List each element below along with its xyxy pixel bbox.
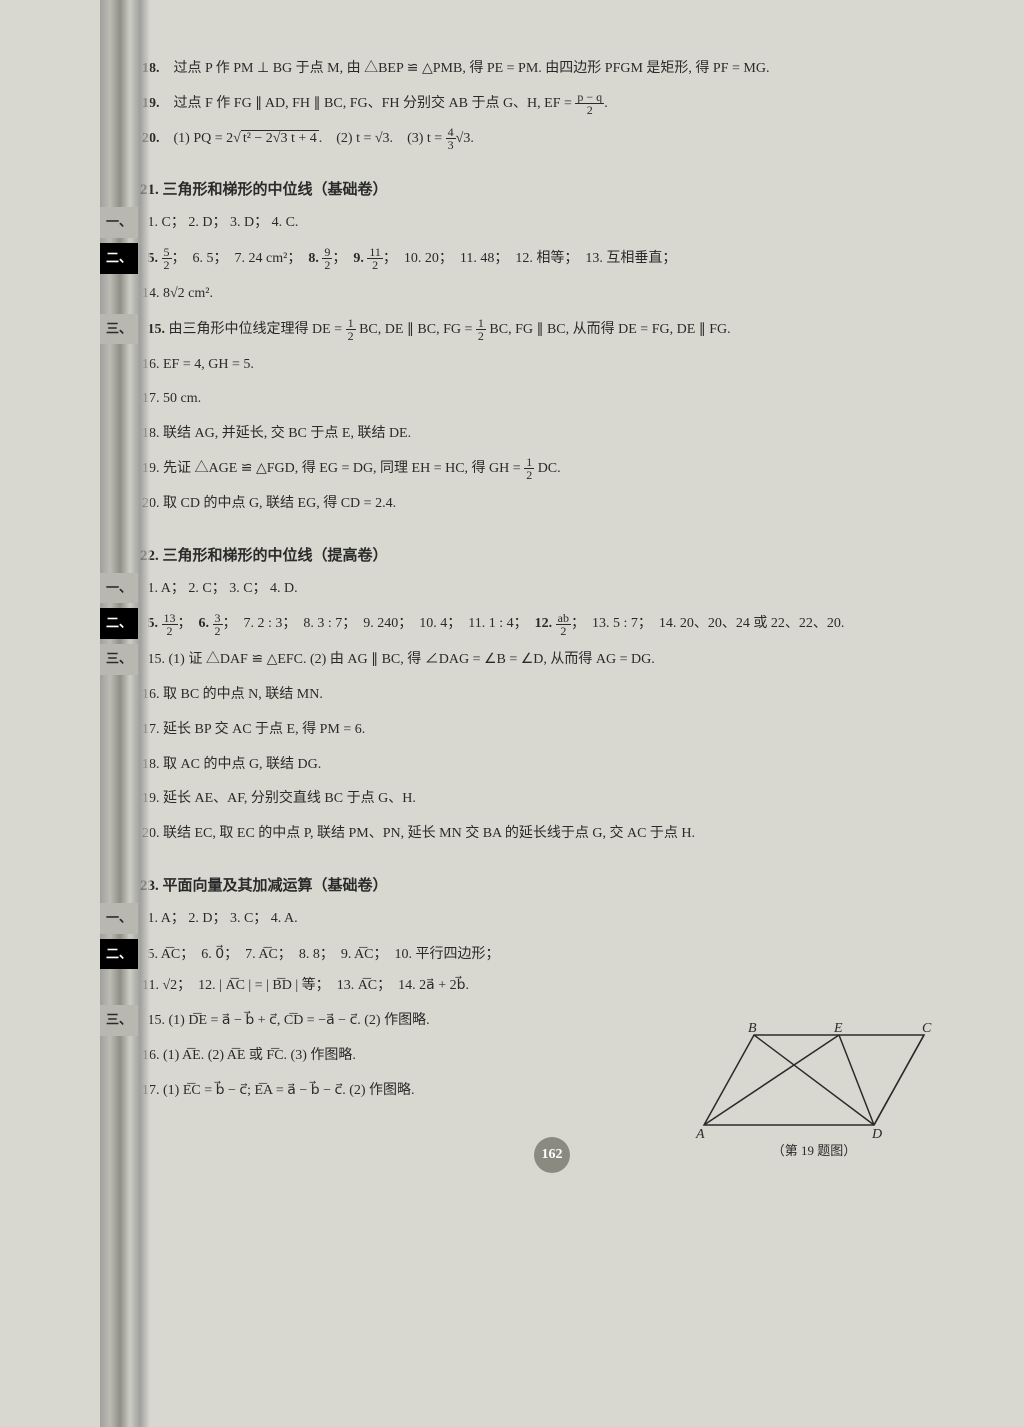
- item-text: (1) PQ = 2: [174, 131, 234, 146]
- content-area: 18. 过点 P 作 PM ⊥ BG 于点 M, 由 △BEP ≌ △PMB, …: [140, 54, 964, 1173]
- part-label: 三、: [100, 644, 138, 675]
- sec22-part1: 一、 1. A； 2. C； 3. C； 4. D.: [140, 573, 964, 605]
- part-label: 一、: [100, 207, 138, 238]
- radicand: t² − 2√3 t + 4: [241, 130, 319, 146]
- ans-10: 10. 20；: [404, 251, 453, 266]
- answers-row: 1. A； 2. C； 3. C； 4. D.: [148, 581, 298, 596]
- figure-19: A B E C D （第 19 题图）: [684, 1020, 944, 1159]
- fraction: 12: [524, 456, 534, 481]
- figure-caption: （第 19 题图）: [684, 1140, 944, 1159]
- ans-8: 8. 8；: [299, 947, 334, 962]
- ans-10: 10. 平行四边形；: [395, 947, 500, 962]
- q15: 15. (1) D͞E = a⃗ − b⃗ + c⃗, C͞D = −a⃗ − …: [148, 1013, 430, 1028]
- sec22-q20: 20. 联结 EC, 取 EC 的中点 P, 联结 PM、PN, 延长 MN 交…: [140, 819, 964, 850]
- sec21-part2: 二、 5. 52； 6. 5； 7. 24 cm²； 8. 92； 9. 112…: [140, 243, 964, 275]
- part-label: 三、: [100, 314, 138, 345]
- part-label: 二、: [100, 243, 138, 274]
- q19b: DC.: [538, 461, 561, 476]
- part-label: 一、: [100, 903, 138, 934]
- fraction: 112: [367, 246, 383, 271]
- item-19: 19. 过点 F 作 FG ∥ AD, FH ∥ BC, FG、FH 分别交 A…: [140, 89, 964, 120]
- q15b: BC, DE ∥ BC, FG =: [359, 322, 476, 337]
- sec21-q18: 18. 联结 AG, 并延长, 交 BC 于点 E, 联结 DE.: [140, 419, 964, 450]
- sec21-part1: 一、 1. C； 2. D； 3. D； 4. C.: [140, 207, 964, 239]
- item-text: (3) t =: [407, 131, 446, 146]
- sec22-q18: 18. 取 AC 的中点 G, 联结 DG.: [140, 750, 964, 781]
- ans-5: 5. A͞C；: [148, 947, 195, 962]
- sec22-q16: 16. 取 BC 的中点 N, 联结 MN.: [140, 680, 964, 711]
- section-22-title: 22. 三角形和梯形的中位线（提高卷）: [140, 544, 964, 565]
- ans-14: 14. 2a⃗ + 2b⃗.: [398, 978, 469, 993]
- sec22-part3-15: 三、 15. (1) 证 △DAF ≌ △EFC. (2) 由 AG ∥ BC,…: [140, 644, 964, 676]
- part-label: 二、: [100, 939, 138, 970]
- item-text: (2) t = √3.: [336, 131, 393, 146]
- sec21-part3-15: 三、 15. 由三角形中位线定理得 DE = 12 BC, DE ∥ BC, F…: [140, 314, 964, 346]
- part-label: 一、: [100, 573, 138, 604]
- fraction: 43: [446, 126, 456, 151]
- answers-row: 1. C； 2. D； 3. D； 4. C.: [148, 215, 299, 230]
- sec23-part1: 一、 1. A； 2. D； 3. C； 4. A.: [140, 903, 964, 935]
- ans-12: 12. 相等；: [515, 251, 578, 266]
- ans-7: 7. 2 : 3；: [244, 616, 297, 631]
- fraction: 12: [346, 317, 356, 342]
- ans-9: 9. A͞C；: [341, 947, 388, 962]
- ans-7: 7. A͞C；: [245, 947, 292, 962]
- sec21-q16: 16. EF = 4, GH = 5.: [140, 350, 964, 381]
- sec21-part2b: 14. 8√2 cm².: [140, 279, 964, 310]
- ans-9: 9. 240；: [363, 616, 412, 631]
- fraction: 12: [476, 317, 486, 342]
- section-23-title: 23. 平面向量及其加减运算（基础卷）: [140, 874, 964, 895]
- ans-8: 8. 3 : 7；: [303, 616, 356, 631]
- page-number-value: 162: [534, 1137, 570, 1173]
- vertex-D: D: [871, 1127, 882, 1140]
- fraction: 32: [213, 612, 223, 637]
- vertex-A: A: [695, 1127, 705, 1140]
- ans-10: 10. 4；: [419, 616, 461, 631]
- tail: √3.: [456, 131, 474, 146]
- item-text: 过点 P 作 PM ⊥ BG 于点 M, 由 △BEP ≌ △PMB, 得 PE…: [174, 61, 770, 76]
- ans-6: 6. 5；: [193, 251, 228, 266]
- ans-13: 13. 5 : 7；: [592, 616, 652, 631]
- fraction: 92: [322, 246, 332, 271]
- item-20: 20. (1) PQ = 2√t² − 2√3 t + 4. (2) t = √…: [140, 124, 964, 155]
- fraction: 132: [162, 612, 178, 637]
- page: 18. 过点 P 作 PM ⊥ BG 于点 M, 由 △BEP ≌ △PMB, …: [0, 0, 1024, 1427]
- q15c: BC, FG ∥ BC, 从而得 DE = FG, DE ∥ FG.: [489, 322, 730, 337]
- item-18: 18. 过点 P 作 PM ⊥ BG 于点 M, 由 △BEP ≌ △PMB, …: [140, 54, 964, 85]
- ans-7: 7. 24 cm²；: [235, 251, 302, 266]
- ans-11: 11. 48；: [460, 251, 508, 266]
- ans-14: 14. 20、20、24 或 22、22、20.: [659, 616, 845, 631]
- q15: 15. (1) 证 △DAF ≌ △EFC. (2) 由 AG ∥ BC, 得 …: [148, 652, 655, 667]
- answers-row: 1. A； 2. D； 3. C； 4. A.: [148, 911, 298, 926]
- part-label: 三、: [100, 1005, 138, 1036]
- ans-12: 12. | A͞C | = | B͞D | 等；: [198, 978, 330, 993]
- sec22-part2: 二、 5. 132； 6. 32； 7. 2 : 3； 8. 3 : 7； 9.…: [140, 608, 964, 640]
- vertex-C: C: [922, 1021, 932, 1036]
- ans-13: 13. 互相垂直；: [585, 251, 676, 266]
- sec21-q19: 19. 先证 △AGE ≌ △FGD, 得 EG = DG, 同理 EH = H…: [140, 454, 964, 485]
- part-label: 二、: [100, 608, 138, 639]
- q15a: 由三角形中位线定理得 DE =: [169, 322, 346, 337]
- sec23-part2: 二、 5. A͞C； 6. 0⃗； 7. A͞C； 8. 8； 9. A͞C； …: [140, 939, 742, 1002]
- geometry-figure-icon: A B E C D: [684, 1020, 944, 1140]
- section-21-title: 21. 三角形和梯形的中位线（基础卷）: [140, 178, 964, 199]
- fraction: p − q2: [575, 91, 604, 116]
- q19a: 19. 先证 △AGE ≌ △FGD, 得 EG = DG, 同理 EH = H…: [142, 461, 524, 476]
- ans-11: 11. 1 : 4；: [468, 616, 527, 631]
- sec21-q20: 20. 取 CD 的中点 G, 联结 EG, 得 CD = 2.4.: [140, 489, 964, 520]
- ans-6: 6. 0⃗；: [201, 947, 238, 962]
- vertex-B: B: [748, 1021, 757, 1036]
- ans-13: 13. A͞C；: [337, 978, 391, 993]
- item-text: 过点 F 作 FG ∥ AD, FH ∥ BC, FG、FH 分别交 AB 于点…: [174, 96, 576, 111]
- fraction: 52: [162, 246, 172, 271]
- vertex-E: E: [833, 1021, 843, 1036]
- sec22-q19: 19. 延长 AE、AF, 分别交直线 BC 于点 G、H.: [140, 784, 964, 815]
- sec22-q17: 17. 延长 BP 交 AC 于点 E, 得 PM = 6.: [140, 715, 964, 746]
- fraction: ab2: [556, 612, 571, 637]
- ans-14: 14. 8√2 cm².: [142, 286, 213, 301]
- sec21-q17: 17. 50 cm.: [140, 384, 964, 415]
